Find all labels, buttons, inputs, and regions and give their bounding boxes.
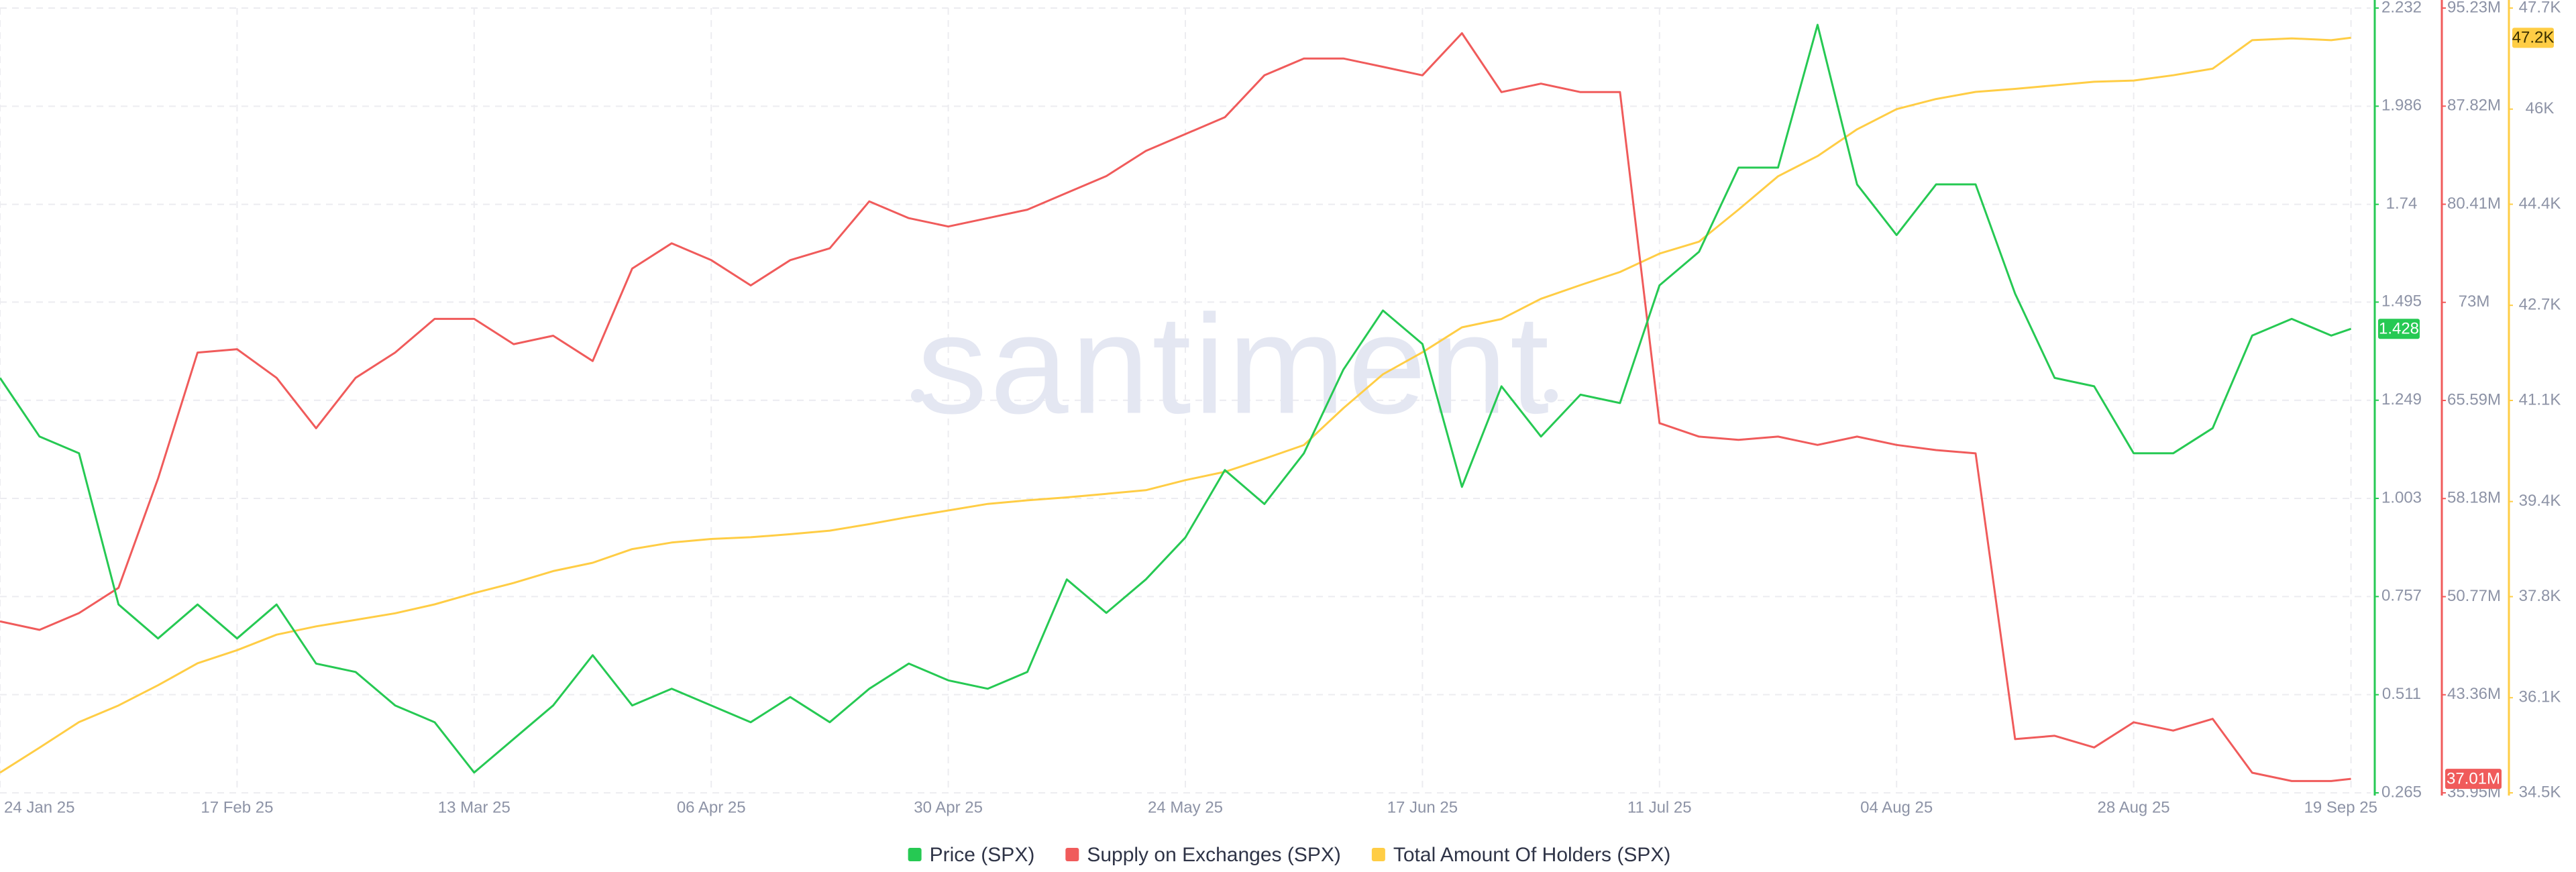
- legend-swatch[interactable]: [908, 848, 922, 861]
- y-tick-label: 58.18M: [2447, 489, 2501, 507]
- legend-label[interactable]: Price (SPX): [930, 844, 1035, 866]
- y-tick-label: 34.5K: [2519, 783, 2561, 801]
- legend-swatch[interactable]: [1065, 848, 1079, 861]
- y-tick-label: 1.003: [2381, 488, 2422, 506]
- y-tick-label: 0.511: [2382, 685, 2421, 703]
- y-tick-label: 44.4K: [2519, 195, 2561, 213]
- watermark-group: santiment: [911, 285, 1558, 443]
- series-line: [0, 32, 2351, 782]
- x-tick-label: 19 Sep 25: [2304, 798, 2377, 816]
- y-tick-label: 1.74: [2386, 195, 2418, 213]
- legend: Price (SPX) Supply on Exchanges (SPX) Tota…: [908, 844, 1671, 866]
- current-value-label: 47.2K: [2512, 29, 2555, 47]
- grid: [0, 7, 2371, 794]
- y-tick-label: 73M: [2459, 292, 2490, 311]
- y-tick-label: 1.249: [2381, 390, 2422, 408]
- y-tick-label: 50.77M: [2447, 587, 2501, 605]
- x-tick-label: 30 Apr 25: [914, 798, 983, 816]
- x-tick-label: 24 May 25: [1148, 798, 1223, 816]
- x-tick-label: 24 Jan 25: [4, 798, 74, 816]
- current-value-badge: [2512, 28, 2554, 48]
- lines: [0, 23, 2352, 782]
- legend-label[interactable]: Supply on Exchanges (SPX): [1087, 844, 1341, 866]
- legend-item[interactable]: Supply on Exchanges (SPX): [1065, 844, 1341, 866]
- y-tick-label: 80.41M: [2447, 195, 2501, 213]
- y-tick-label: 39.4K: [2519, 492, 2561, 510]
- y-tick-label: 2.232: [2381, 0, 2422, 16]
- y-tick-label: 1.495: [2381, 292, 2422, 311]
- legend-item[interactable]: Price (SPX): [908, 844, 1035, 866]
- axes: 24 Jan 25 17 Feb 25 13 Mar 25 06 Apr 25 30 A…: [4, 0, 2561, 816]
- legend-swatch[interactable]: [1371, 848, 1385, 861]
- x-tick-label: 06 Apr 25: [677, 798, 746, 816]
- legend-item[interactable]: Total Amount Of Holders (SPX): [1371, 844, 1671, 866]
- y-tick-label: 37.8K: [2519, 587, 2561, 605]
- x-tick-label: 13 Mar 25: [438, 798, 511, 816]
- y-tick-label: 47.7K: [2519, 0, 2561, 16]
- y-tick-label: 41.1K: [2519, 390, 2561, 408]
- x-tick-label: 11 Jul 25: [1627, 798, 1692, 816]
- y-tick-label: 1.986: [2381, 97, 2422, 115]
- legend-label[interactable]: Total Amount Of Holders (SPX): [1393, 844, 1671, 866]
- series-line: [0, 36, 2351, 774]
- series-line: [0, 23, 2352, 774]
- x-tick-label: 17 Feb 25: [201, 798, 273, 816]
- watermark: santiment: [917, 285, 1552, 443]
- x-tick-label: 28 Aug 25: [2098, 798, 2170, 816]
- watermark-dot: [1544, 389, 1558, 402]
- y-tick-label: 0.265: [2381, 783, 2422, 801]
- y-tick-label: 95.23M: [2447, 0, 2501, 16]
- y-tick-label: 46K: [2526, 99, 2555, 117]
- watermark-dot: [911, 389, 924, 402]
- current-value-badge: [2378, 319, 2420, 339]
- y-tick-label: 43.36M: [2447, 685, 2501, 703]
- y-tick-label: 65.59M: [2447, 390, 2501, 408]
- y-tick-label: 42.7K: [2519, 296, 2561, 314]
- x-tick-label: 04 Aug 25: [1860, 798, 1933, 816]
- current-value-label: 1.428: [2379, 320, 2419, 338]
- y-tick-label: 0.757: [2381, 587, 2422, 605]
- current-value-badge: [2445, 769, 2502, 789]
- current-value-label: 37.01M: [2447, 769, 2500, 787]
- y-tick-label: 36.1K: [2519, 688, 2561, 706]
- y-tick-label: 87.82M: [2447, 97, 2501, 115]
- x-tick-label: 17 Jun 25: [1387, 798, 1458, 816]
